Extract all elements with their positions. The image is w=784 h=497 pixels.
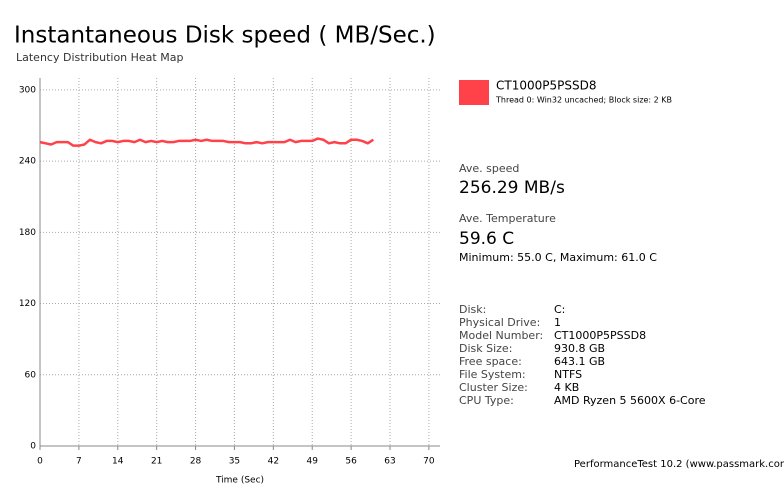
detail-value: 4 KB xyxy=(554,381,579,394)
detail-value: CT1000P5PSSD8 xyxy=(554,329,646,342)
x-tick-label: 49 xyxy=(306,457,318,467)
speed-label: Ave. speed xyxy=(459,162,519,175)
detail-value: AMD Ryzen 5 5600X 6-Core xyxy=(554,394,706,407)
footer: PerformanceTest 10.2 (www.passmark.com) xyxy=(574,459,784,470)
legend-label: CT1000P5PSSD8 xyxy=(496,79,596,93)
data-line xyxy=(39,137,375,147)
x-tick-label: 7 xyxy=(76,457,82,467)
detail-value: C: xyxy=(554,303,565,316)
legend-swatch xyxy=(459,80,489,105)
y-tick-label: 120 xyxy=(19,299,36,309)
detail-key: Physical Drive: xyxy=(459,316,540,329)
legend-note: Thread 0: Win32 uncached; Block size: 2 … xyxy=(495,96,672,105)
detail-key: Cluster Size: xyxy=(459,381,528,394)
temp-minmax: Minimum: 55.0 C, Maximum: 61.0 C xyxy=(459,251,657,264)
detail-key: Disk Size: xyxy=(459,342,512,355)
x-tick-label: 63 xyxy=(384,457,395,467)
x-tick-label: 14 xyxy=(112,457,124,467)
x-tick-label: 56 xyxy=(345,457,357,467)
detail-key: Free space: xyxy=(459,355,522,368)
detail-value: 1 xyxy=(554,316,561,329)
speed-value: 256.29 MB/s xyxy=(459,178,565,198)
temp-value: 59.6 C xyxy=(459,229,514,249)
x-tick-label: 28 xyxy=(190,457,202,467)
detail-value: 930.8 GB xyxy=(554,342,605,355)
detail-key: File System: xyxy=(459,368,526,381)
chart-title: Instantaneous Disk speed ( MB/Sec.) xyxy=(14,23,436,49)
chart-subtitle: Latency Distribution Heat Map xyxy=(16,51,183,64)
y-tick-label: 300 xyxy=(19,85,36,95)
x-tick-label: 21 xyxy=(151,457,162,467)
y-tick-label: 180 xyxy=(19,228,36,238)
detail-value: 643.1 GB xyxy=(554,355,605,368)
detail-key: Model Number: xyxy=(459,329,543,342)
y-tick-label: 240 xyxy=(19,157,36,167)
y-tick-label: 0 xyxy=(30,442,36,452)
temp-label: Ave. Temperature xyxy=(459,212,556,225)
detail-key: Disk: xyxy=(459,303,486,316)
x-tick-label: 70 xyxy=(423,457,435,467)
detail-value: NTFS xyxy=(554,368,582,381)
detail-key: CPU Type: xyxy=(459,394,514,407)
x-axis-label: Time (Sec) xyxy=(215,476,264,486)
y-tick-label: 60 xyxy=(25,370,37,380)
x-tick-label: 35 xyxy=(229,457,240,467)
x-tick-label: 42 xyxy=(268,457,279,467)
x-tick-label: 0 xyxy=(37,457,43,467)
